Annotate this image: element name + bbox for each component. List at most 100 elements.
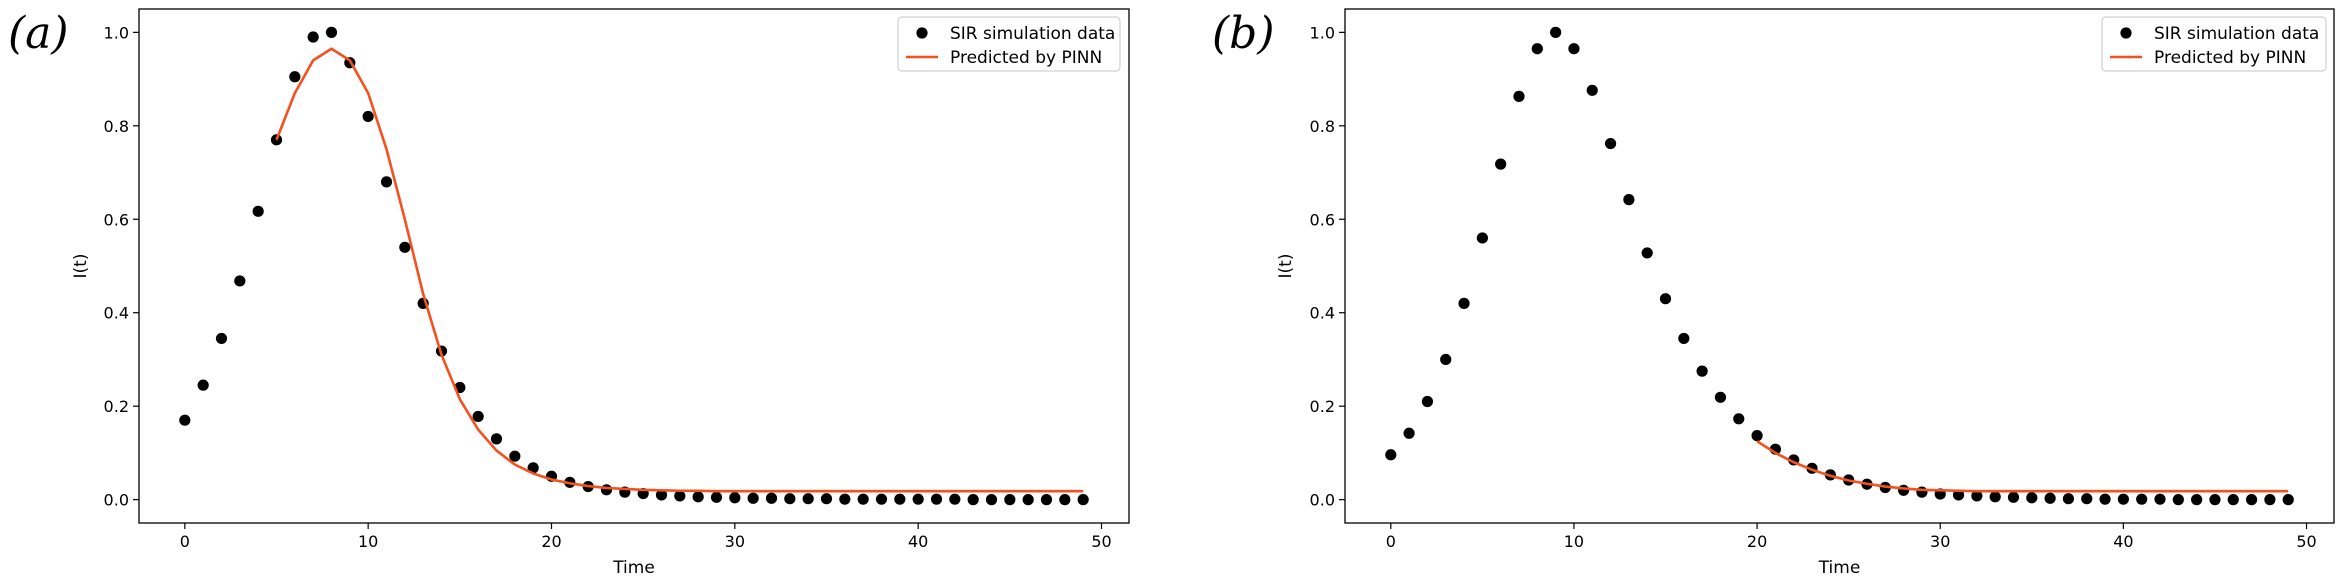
legend-label: Predicted by PINN xyxy=(950,48,1102,68)
x-tick-label: 20 xyxy=(1747,532,1767,551)
legend-marker-dot xyxy=(916,27,928,39)
x-tick-label: 40 xyxy=(2113,532,2133,551)
data-point xyxy=(674,490,686,502)
data-point xyxy=(179,414,191,426)
data-point xyxy=(1531,43,1543,55)
y-tick-label: 0.2 xyxy=(104,397,129,416)
data-point xyxy=(490,433,503,445)
axes-frame xyxy=(138,8,1130,524)
data-point xyxy=(1385,449,1397,461)
data-point xyxy=(765,492,778,504)
data-point xyxy=(2227,494,2239,506)
data-point xyxy=(1696,365,1708,377)
data-point xyxy=(1495,158,1507,170)
data-point xyxy=(472,410,484,423)
chart-panel-a: (a) 0 10 20 30 40 50 0.0 0.2 0.4 0.6 0.8 1.0 Time I(t)… xyxy=(8,8,1130,578)
x-tick-label: 50 xyxy=(2296,532,2316,551)
data-point xyxy=(234,275,246,287)
line-series xyxy=(275,47,1084,493)
data-point xyxy=(362,110,374,123)
data-point xyxy=(1641,247,1653,259)
x-axis-label: Time xyxy=(612,558,655,578)
data-point xyxy=(857,493,869,505)
data-point xyxy=(1421,395,1434,408)
data-point xyxy=(930,493,943,505)
y-tick-label: 0.6 xyxy=(1310,210,1335,229)
data-point xyxy=(325,26,338,38)
data-point xyxy=(1733,413,1745,425)
data-point xyxy=(2026,492,2038,504)
data-point xyxy=(1971,490,1983,502)
x-tick-label: 10 xyxy=(358,532,378,551)
data-point xyxy=(1040,494,1053,506)
data-point xyxy=(2117,493,2129,505)
data-point xyxy=(1022,494,1034,506)
data-point xyxy=(2172,494,2184,506)
data-point xyxy=(894,493,906,505)
data-point xyxy=(1751,430,1763,442)
data-point xyxy=(2209,494,2221,506)
data-point xyxy=(985,494,998,506)
y-tick-label: 0.4 xyxy=(104,304,129,323)
data-point xyxy=(509,450,521,462)
data-point xyxy=(1659,293,1672,305)
y-tick-label: 0.8 xyxy=(104,117,129,136)
chart-panel-b: (b) 0 10 20 30 40 50 0.0 0.2 0.4 0.6 0.8 1.0 Time I(t)… xyxy=(1212,8,2335,578)
data-point xyxy=(2191,494,2203,506)
x-tick-label: 0 xyxy=(180,532,190,551)
panel-label: (b) xyxy=(1212,8,1275,59)
x-tick-label: 0 xyxy=(1386,532,1396,551)
legend-marker-dot xyxy=(2120,27,2132,39)
data-point xyxy=(197,379,209,391)
data-point xyxy=(399,241,411,253)
data-point xyxy=(710,491,723,503)
data-point xyxy=(1714,391,1727,403)
data-point xyxy=(1077,494,1089,506)
data-point xyxy=(289,71,301,83)
data-point xyxy=(820,493,833,505)
data-point xyxy=(2245,494,2258,506)
data-point xyxy=(1550,26,1562,38)
data-point xyxy=(252,205,264,217)
legend: SIR simulation data Predicted by PINN xyxy=(897,16,1121,72)
data-point xyxy=(1059,494,1071,506)
data-point xyxy=(1513,90,1525,102)
data-point xyxy=(1678,332,1690,345)
data-point xyxy=(2007,491,2020,503)
data-point xyxy=(600,484,613,496)
data-point xyxy=(729,492,741,504)
data-point xyxy=(2282,494,2294,506)
y-tick-label: 0.8 xyxy=(1310,117,1335,136)
data-point xyxy=(2062,493,2075,505)
y-tick-label: 1.0 xyxy=(1310,23,1335,42)
data-point xyxy=(1604,137,1617,150)
data-point xyxy=(2154,493,2166,505)
x-axis-label: Time xyxy=(1818,558,1861,578)
y-tick-label: 0.2 xyxy=(1310,397,1335,416)
data-point xyxy=(1476,232,1488,244)
x-tick-label: 40 xyxy=(908,532,928,551)
legend-label: SIR simulation data xyxy=(950,24,1115,44)
panel-label: (a) xyxy=(8,8,69,59)
scatter-series xyxy=(179,26,1089,506)
data-point xyxy=(784,493,796,505)
data-point xyxy=(215,332,228,345)
legend-label: SIR simulation data xyxy=(2154,24,2319,44)
data-point xyxy=(1568,43,1580,55)
y-axis-label: I(t) xyxy=(1276,254,1296,279)
data-point xyxy=(1623,194,1635,206)
line-series xyxy=(1756,440,2289,493)
data-point xyxy=(380,176,393,188)
y-tick-label: 0.4 xyxy=(1310,304,1335,323)
data-point xyxy=(949,493,961,505)
data-point xyxy=(2099,493,2111,505)
data-point xyxy=(2136,493,2148,505)
data-point xyxy=(655,489,668,501)
legend-box xyxy=(897,16,1121,72)
data-point xyxy=(1004,494,1016,506)
y-tick-label: 0.0 xyxy=(104,491,129,510)
data-point xyxy=(1440,353,1452,366)
data-point xyxy=(802,493,814,505)
data-point xyxy=(1989,491,2001,503)
